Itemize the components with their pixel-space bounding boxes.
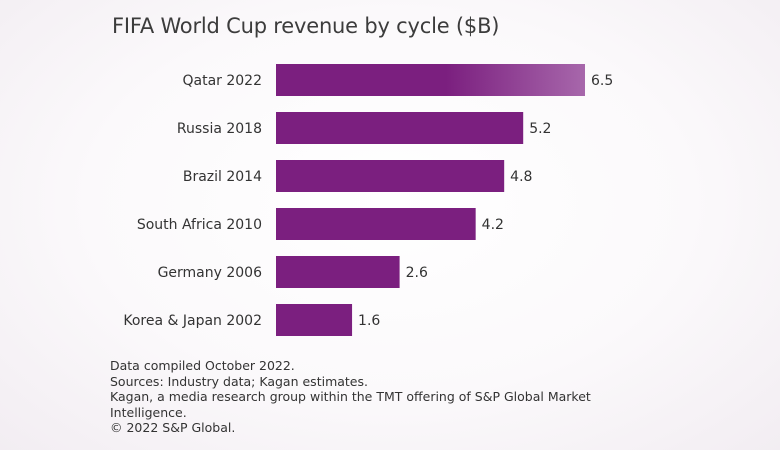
value-label-4: 2.6 [406,265,428,281]
bar-0 [276,64,585,96]
category-label-1: Russia 2018 [177,121,262,137]
bar-3 [276,208,476,240]
category-label-0: Qatar 2022 [182,73,262,89]
footnotes: Data compiled October 2022. Sources: Ind… [110,358,670,436]
category-label-3: South Africa 2010 [137,217,262,233]
bar-2 [276,160,505,192]
footnote-kagan: Kagan, a media research group within the… [110,389,591,420]
value-label-1: 5.2 [529,121,551,137]
footnote-sources: Sources: Industry data; Kagan estimates. [110,373,368,389]
value-label-0: 6.5 [591,73,613,89]
category-label-4: Germany 2006 [158,265,263,281]
value-label-5: 1.6 [358,313,380,329]
category-label-2: Brazil 2014 [183,169,262,185]
bars-layer: Qatar 2022 6.5 Russia 2018 5.2 Brazil 2014 4.… [123,64,613,336]
value-label-2: 4.8 [510,169,532,185]
footnote-copyright: © 2022 S&P Global. [110,420,236,435]
bar-chart: Qatar 2022 6.5 Russia 2018 5.2 Brazil 2014 4.… [123,64,613,336]
category-label-5: Korea & Japan 2002 [123,313,262,329]
bar-4 [276,256,400,288]
bar-1 [276,112,524,144]
value-label-3: 4.2 [482,217,504,233]
bar-5 [276,304,353,336]
footnote-date: Data compiled October 2022. [110,358,295,373]
chart-title: FIFA World Cup revenue by cycle ($B) [112,14,500,38]
